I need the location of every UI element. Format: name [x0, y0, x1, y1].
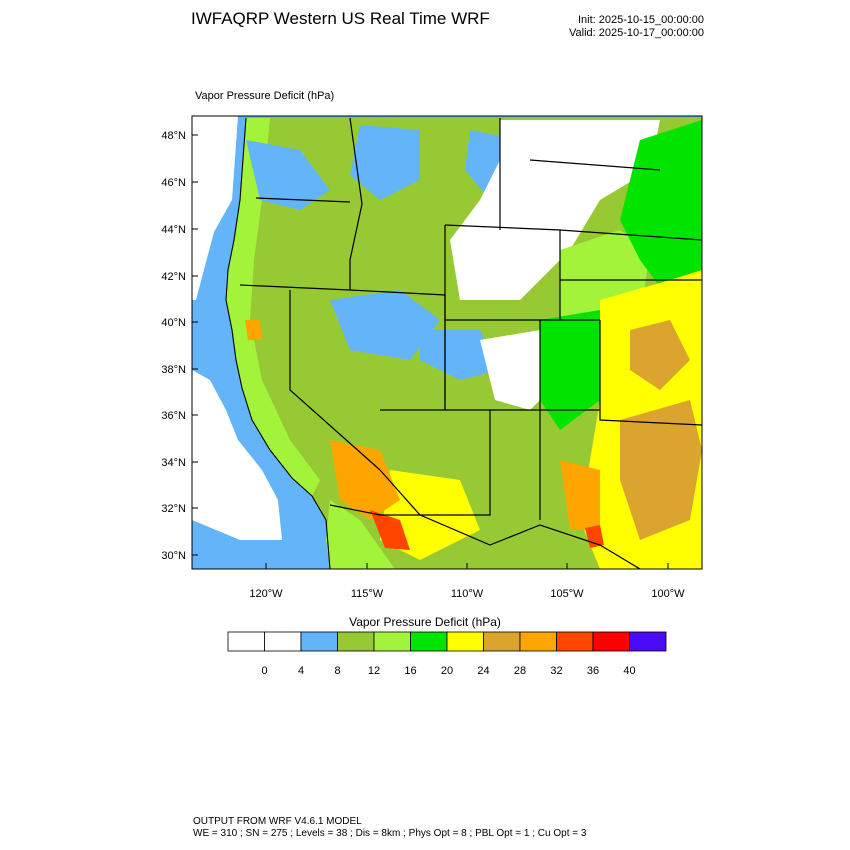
colorbar-label: 36: [587, 665, 599, 677]
vpd-36-arizona: [370, 510, 410, 550]
ocean-mask-south: [192, 370, 282, 540]
init-time: Init: 2025-10-15_00:00:00: [578, 14, 704, 26]
valid-time: Valid: 2025-10-17_00:00:00: [569, 27, 704, 39]
footer-model-line: OUTPUT FROM WRF V4.6.1 MODEL: [193, 816, 362, 827]
longitude-axis: 120°W 115°W 110°W 105°W 100°W: [249, 563, 685, 600]
map-field: [192, 116, 702, 569]
colorbar-swatch: [519, 631, 557, 652]
lat-tick-label: 40°N: [161, 317, 186, 329]
map-title: IWFAQRP Western US Real Time WRF: [191, 9, 490, 28]
latitude-axis: 48°N 46°N 44°N 42°N 40°N 38°N 36°N 34°N 32°N 30°N: [161, 130, 198, 562]
colorbar-swatch: [592, 631, 630, 652]
lat-tick-label: 44°N: [161, 224, 186, 236]
moist-patch-nevada: [330, 290, 440, 360]
vpd-32-california: [330, 440, 400, 520]
lat-tick-label: 38°N: [161, 364, 186, 376]
baja-land: [326, 500, 395, 569]
colorbar-label: 16: [404, 665, 416, 677]
colorbar-label: 4: [298, 665, 304, 677]
coastline: [225, 117, 331, 569]
colorbar-label: 32: [550, 665, 562, 677]
vpd-32-central-valley: [245, 320, 262, 340]
band-green-south: [540, 310, 600, 430]
band-green-east: [620, 120, 702, 300]
moist-patch-utah: [420, 330, 500, 380]
lat-tick-label: 30°N: [161, 550, 186, 562]
moist-patch-washington: [246, 140, 330, 210]
lon-tick-label: 120°W: [249, 588, 283, 600]
colorbar-swatch: [483, 631, 521, 652]
colorbar-swatch: [446, 631, 484, 652]
colorbar-swatch: [629, 631, 667, 652]
lat-tick-label: 36°N: [161, 410, 186, 422]
colorbar-labels: 0 4 8 12 16 20 24 28 32 36 40: [261, 665, 635, 677]
vpd-28-texas: [620, 400, 702, 540]
lon-tick-label: 110°W: [451, 588, 484, 600]
colorbar-label: 28: [514, 665, 526, 677]
colorbar: [227, 631, 667, 652]
colorbar-swatch: [556, 631, 594, 652]
colorbar-swatch: [373, 631, 411, 652]
state-borders: [239, 117, 702, 569]
ocean-mask-north: [192, 116, 238, 300]
lat-tick-label: 34°N: [161, 457, 186, 469]
colorbar-label: 12: [368, 665, 380, 677]
lat-tick-label: 48°N: [161, 130, 186, 142]
map-frame: [191, 115, 703, 570]
footer-config-line: WE = 310 ; SN = 275 ; Levels = 38 ; Dis …: [193, 828, 587, 839]
colorbar-label: 0: [261, 665, 267, 677]
low-vpd-region-plains: [450, 120, 660, 300]
colorbar-swatch: [227, 631, 265, 652]
vpd-32-newmexico: [560, 460, 600, 530]
colorbar-label: 40: [623, 665, 635, 677]
colorbar-swatch: [300, 631, 338, 652]
colorbar-swatch: [264, 631, 302, 652]
coastal-band: [226, 118, 320, 496]
colorbar-swatch: [410, 631, 448, 652]
lat-tick-label: 42°N: [161, 271, 186, 283]
moist-patch-montana-west: [350, 125, 420, 200]
vpd-36-texas: [585, 525, 604, 548]
colorbar-label: 24: [477, 665, 489, 677]
colorbar-label: 8: [334, 665, 340, 677]
colorbar-swatch: [337, 631, 375, 652]
colorbar-label: 20: [441, 665, 453, 677]
lat-tick-label: 32°N: [161, 503, 186, 515]
field-label: Vapor Pressure Deficit (hPa): [195, 90, 335, 102]
lat-tick-label: 46°N: [161, 177, 186, 189]
colorbar-title: Vapor Pressure Deficit (hPa): [349, 615, 501, 629]
lon-tick-label: 100°W: [651, 588, 685, 600]
lon-tick-label: 105°W: [550, 588, 584, 600]
lon-tick-label: 115°W: [351, 588, 384, 600]
vpd-28-kansas: [630, 320, 690, 390]
